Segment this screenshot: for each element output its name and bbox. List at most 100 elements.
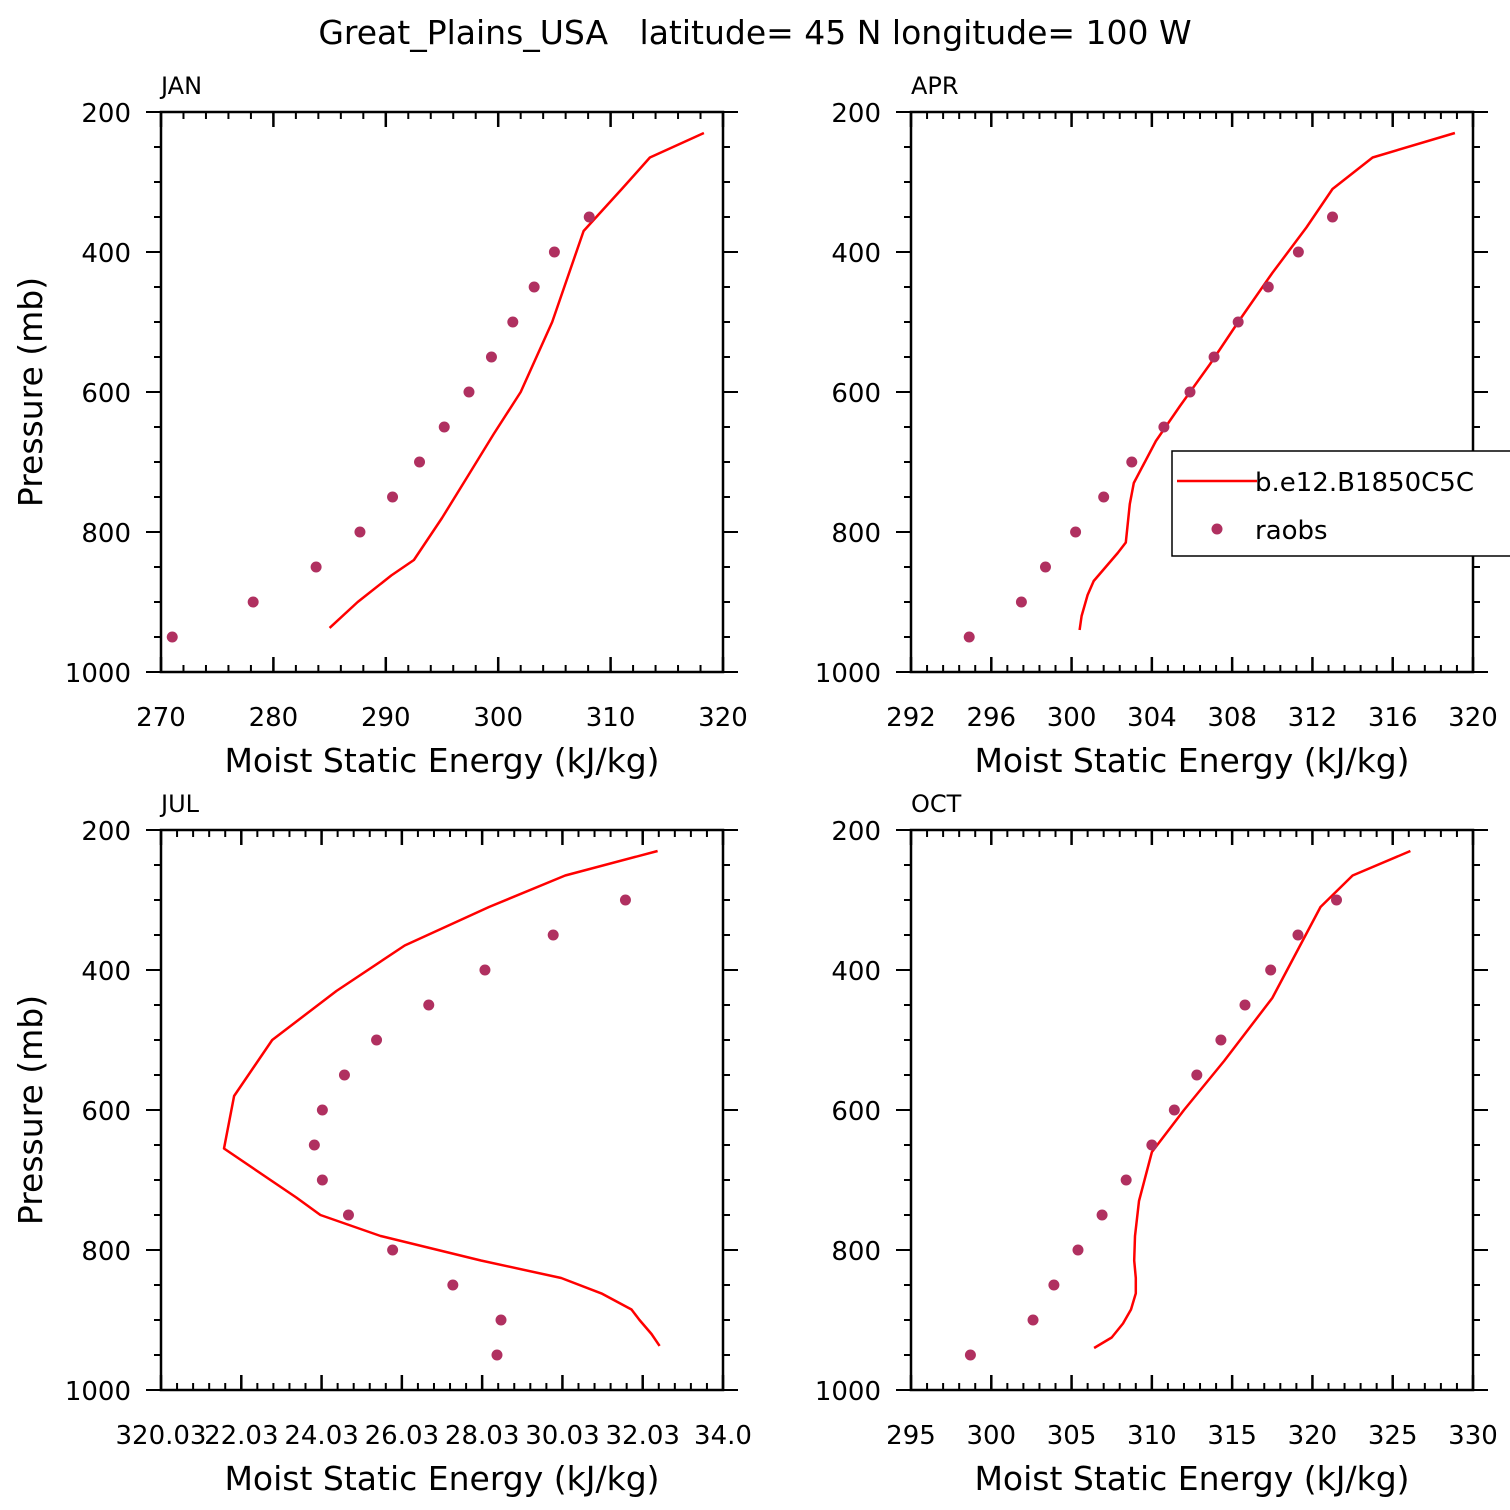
y-tick-label: 800	[81, 519, 131, 549]
raobs-point	[1331, 894, 1343, 906]
x-axis-label: Moist Static Energy (kJ/kg)	[224, 741, 659, 780]
raobs-point	[338, 1069, 350, 1081]
raobs-point	[548, 246, 560, 258]
panel-title: JAN	[159, 72, 202, 100]
x-tick-label: 26.03	[365, 1421, 439, 1451]
x-tick-label: 270	[136, 703, 186, 733]
y-tick-label: 800	[81, 1237, 131, 1267]
y-tick-label: 600	[831, 1097, 881, 1127]
raobs-point	[1146, 1139, 1158, 1151]
y-tick-label: 1000	[815, 659, 881, 689]
raobs-point	[423, 999, 435, 1011]
y-tick-label: 400	[81, 957, 131, 987]
raobs-point	[387, 491, 399, 503]
raobs-point	[354, 526, 366, 538]
raobs-point	[1208, 351, 1220, 363]
raobs-point	[1120, 1174, 1132, 1186]
x-tick-label: 22.03	[204, 1421, 278, 1451]
x-tick-label: 330	[1448, 1421, 1498, 1451]
raobs-point	[447, 1279, 459, 1291]
raobs-point	[1191, 1069, 1203, 1081]
legend-raobs-label: raobs	[1255, 516, 1328, 546]
x-tick-label: 292	[886, 703, 936, 733]
y-tick-label: 400	[831, 957, 881, 987]
raobs-point	[964, 1349, 976, 1361]
plot-frame	[909, 828, 1475, 1392]
y-tick-label: 1000	[815, 1377, 881, 1407]
x-tick-label: 300	[966, 1421, 1016, 1451]
x-tick-label: 320.03	[116, 1421, 207, 1451]
x-tick-label: 320	[1288, 1421, 1338, 1451]
x-tick-label: 34.0	[694, 1421, 752, 1451]
legend-model-label: b.e12.B1850C5C	[1255, 468, 1474, 498]
plot-frame	[159, 828, 725, 1392]
page-title: Great_Plains_USA latitude= 45 N longitud…	[318, 13, 1191, 52]
x-tick-label: 320	[698, 703, 748, 733]
raobs-point	[316, 1174, 328, 1186]
raobs-point	[1265, 964, 1277, 976]
y-tick-label: 600	[831, 379, 881, 409]
panel-apr: APR 292 296 300 304 308 312 316 320 200 400 600 800 1…	[815, 72, 1510, 780]
panel-title: JUL	[159, 790, 200, 818]
raobs-point	[479, 964, 491, 976]
raobs-point	[1096, 1209, 1108, 1221]
y-tick-label: 1000	[65, 659, 131, 689]
model-profile-line	[328, 131, 705, 629]
raobs-point	[528, 281, 540, 293]
x-tick-label: 320	[1448, 703, 1498, 733]
panel-jan: JAN 270 280 290 300 310 320 200 400 600 800 1000 Moi…	[11, 72, 748, 780]
x-tick-label: 28.03	[445, 1421, 519, 1451]
raobs-point	[387, 1244, 399, 1256]
x-axis-label: Moist Static Energy (kJ/kg)	[224, 1459, 659, 1498]
x-tick-label: 290	[361, 703, 411, 733]
raobs-point	[1158, 421, 1170, 433]
y-tick-label: 800	[831, 1237, 881, 1267]
x-tick-label: 308	[1207, 703, 1257, 733]
legend-box	[1171, 450, 1510, 557]
raobs-point	[1184, 386, 1196, 398]
panel-title: OCT	[911, 790, 962, 818]
x-tick-label: 325	[1368, 1421, 1418, 1451]
x-tick-label: 24.03	[284, 1421, 358, 1451]
raobs-point	[1292, 929, 1304, 941]
raobs-point	[583, 211, 595, 223]
raobs-point	[1262, 281, 1274, 293]
x-tick-label: 295	[886, 1421, 936, 1451]
raobs-point	[485, 351, 497, 363]
raobs-point	[963, 631, 975, 643]
raobs-point	[1168, 1104, 1180, 1116]
x-tick-label: 304	[1127, 703, 1177, 733]
model-profile-line	[1078, 131, 1456, 631]
panel-title: APR	[911, 72, 959, 100]
legend-point-swatch	[1211, 523, 1223, 535]
y-tick-label: 400	[831, 239, 881, 269]
model-profile-line	[222, 849, 661, 1347]
y-tick-label: 200	[81, 817, 131, 847]
raobs-point	[619, 894, 631, 906]
raobs-point	[414, 456, 426, 468]
raobs-point	[166, 631, 178, 643]
y-tick-label: 400	[81, 239, 131, 269]
raobs-point	[1327, 211, 1338, 223]
raobs-point	[463, 386, 475, 398]
raobs-point	[1292, 246, 1304, 258]
raobs-point	[371, 1034, 383, 1046]
panel-oct: OCT 295 300 305 310 315 320 325 330 200 400 600 800 1…	[815, 790, 1498, 1498]
legend: b.e12.B1850C5C raobs	[1171, 450, 1510, 557]
x-tick-label: 300	[473, 703, 523, 733]
x-tick-label: 30.03	[525, 1421, 599, 1451]
raobs-point	[1027, 1314, 1039, 1326]
raobs-point	[1015, 596, 1027, 608]
x-tick-label: 315	[1207, 1421, 1257, 1451]
raobs-point	[310, 561, 322, 573]
raobs-point	[1072, 1244, 1084, 1256]
plot-frame	[159, 110, 725, 674]
x-tick-label: 312	[1288, 703, 1338, 733]
raobs-point	[1232, 316, 1244, 328]
raobs-point	[1098, 491, 1110, 503]
x-tick-label: 300	[1047, 703, 1097, 733]
y-axis-label: Pressure (mb)	[11, 277, 50, 507]
y-tick-label: 800	[831, 519, 881, 549]
